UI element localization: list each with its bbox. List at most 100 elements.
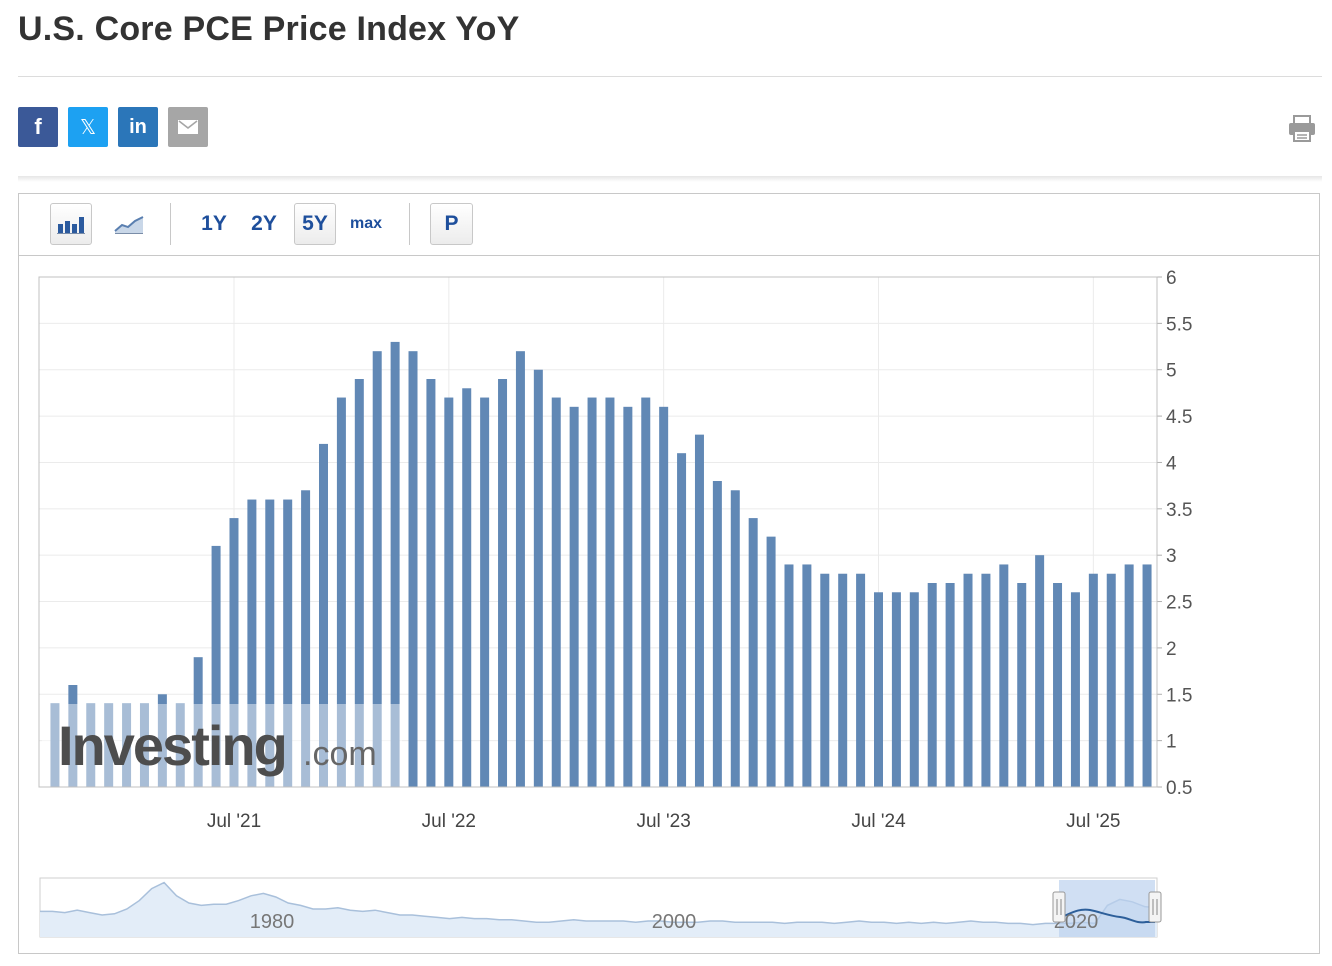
bar xyxy=(336,397,346,787)
bar xyxy=(175,703,185,787)
y-tick-label: 3.5 xyxy=(1166,500,1192,521)
facebook-icon: f xyxy=(34,114,42,139)
toolbar-divider xyxy=(18,255,1320,256)
range-5y-button[interactable]: 5Y xyxy=(294,203,336,245)
x-twitter-icon: 𝕏 xyxy=(79,115,97,139)
area-chart-icon xyxy=(114,216,144,234)
investing-watermark-suffix: .com xyxy=(303,735,377,773)
bar xyxy=(301,490,311,787)
envelope-icon xyxy=(178,120,198,134)
y-tick-label: 4.5 xyxy=(1166,407,1192,428)
area-chart-button[interactable] xyxy=(108,203,150,245)
navigator-area xyxy=(40,882,1157,937)
bar xyxy=(605,397,615,787)
range-1y-button[interactable]: 1Y xyxy=(201,212,227,235)
bar xyxy=(354,379,364,787)
bar xyxy=(68,685,78,787)
bar xyxy=(748,518,758,787)
y-tick-label: 1.5 xyxy=(1166,685,1192,706)
p-button[interactable]: P xyxy=(430,203,473,245)
bar xyxy=(462,388,472,787)
navigator-line xyxy=(40,881,1158,926)
bar xyxy=(193,657,203,787)
navigator-right-handle[interactable] xyxy=(1148,891,1162,923)
bar xyxy=(480,397,490,787)
bar xyxy=(838,573,848,787)
bar xyxy=(1106,573,1116,787)
bar xyxy=(641,397,651,787)
bar xyxy=(569,406,579,787)
navigator-selection xyxy=(1059,880,1155,937)
navigator-selected-line xyxy=(1058,908,1155,924)
bar xyxy=(229,518,239,787)
bar xyxy=(927,583,937,787)
share-x-button[interactable]: 𝕏 xyxy=(68,107,108,147)
bar xyxy=(784,564,794,787)
bar xyxy=(408,351,418,787)
bar xyxy=(963,573,973,787)
y-tick-label: 0.5 xyxy=(1166,778,1192,799)
section-shadow-divider xyxy=(18,176,1322,182)
bar xyxy=(820,573,830,787)
bar xyxy=(945,583,955,787)
bar xyxy=(319,443,328,787)
watermark-backdrop xyxy=(42,704,402,787)
range-max-button[interactable]: max xyxy=(349,215,383,232)
bar xyxy=(551,397,561,787)
page-title: U.S. Core PCE Price Index YoY xyxy=(18,10,520,48)
bar xyxy=(1124,564,1134,787)
bar xyxy=(874,592,883,787)
bar xyxy=(1142,564,1152,787)
bar xyxy=(891,592,901,787)
bar xyxy=(712,481,722,787)
bar xyxy=(659,406,669,787)
y-tick-label: 2 xyxy=(1166,639,1177,660)
y-tick-label: 5 xyxy=(1166,361,1177,382)
x-tick-label: Jul '22 xyxy=(422,811,476,832)
range-2y-button[interactable]: 2Y xyxy=(251,212,277,235)
bar xyxy=(50,703,60,787)
bar xyxy=(999,564,1009,787)
x-tick-label: Jul '21 xyxy=(207,811,261,832)
navigator-left-handle[interactable] xyxy=(1052,891,1066,923)
bar xyxy=(498,379,508,787)
x-tick-label: Jul '25 xyxy=(1066,811,1120,832)
y-tick-label: 6 xyxy=(1166,268,1177,289)
bar xyxy=(139,703,149,787)
bar xyxy=(157,694,167,787)
bar xyxy=(86,703,96,787)
toolbar-separator xyxy=(170,203,171,245)
share-email-button[interactable] xyxy=(168,107,208,147)
bar xyxy=(104,703,114,787)
investing-watermark: Investing xyxy=(58,714,286,777)
bar xyxy=(1053,583,1063,787)
linkedin-icon: in xyxy=(129,115,147,138)
y-tick-label: 1 xyxy=(1166,732,1177,753)
x-tick-label: Jul '24 xyxy=(851,811,906,832)
bar-chart-icon xyxy=(57,217,85,234)
x-tick-label: Jul '23 xyxy=(636,811,690,832)
plot-border xyxy=(38,276,1158,788)
bar xyxy=(730,490,740,787)
bar xyxy=(372,351,382,787)
y-tick-label: 2.5 xyxy=(1166,593,1192,614)
print-icon[interactable] xyxy=(1286,112,1318,144)
bar xyxy=(426,379,436,787)
y-tick-label: 3 xyxy=(1166,546,1177,567)
bar xyxy=(766,536,776,787)
bar xyxy=(390,341,400,787)
bar xyxy=(856,573,866,787)
bar xyxy=(283,499,293,787)
bar xyxy=(677,453,687,787)
navigator-year-label: 1980 xyxy=(250,911,295,933)
toolbar-separator xyxy=(409,203,410,245)
share-linkedin-button[interactable]: in xyxy=(118,107,158,147)
share-facebook-button[interactable]: f xyxy=(18,107,58,147)
bar xyxy=(122,703,132,787)
title-divider xyxy=(18,76,1322,77)
chart-frame xyxy=(18,193,1320,954)
bar-chart-button[interactable] xyxy=(50,203,92,245)
bar xyxy=(1088,573,1098,787)
bar xyxy=(694,434,704,787)
